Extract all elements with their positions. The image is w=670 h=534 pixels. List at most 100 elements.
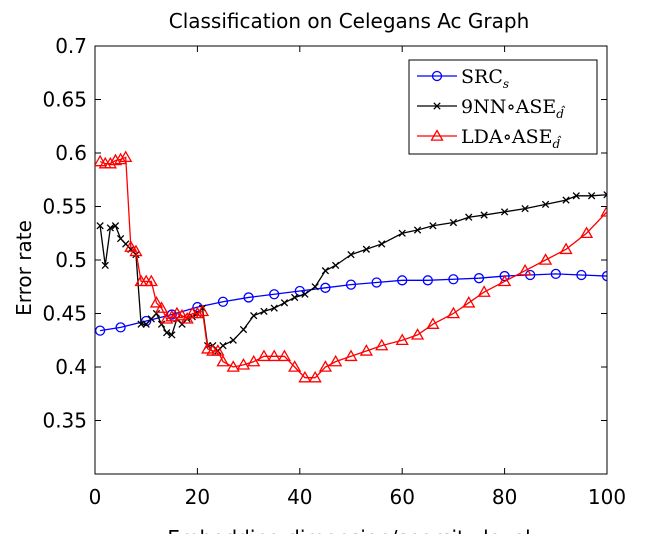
data-point	[226, 360, 240, 372]
data-point	[500, 208, 509, 216]
data-point	[291, 293, 299, 302]
data-point	[160, 312, 174, 324]
y-tick-label: 0.4	[55, 355, 87, 379]
data-point	[410, 328, 425, 340]
data-point	[277, 349, 292, 362]
data-point	[375, 338, 389, 351]
data-point	[113, 152, 128, 165]
data-point	[433, 102, 441, 110]
data-point	[201, 341, 215, 354]
series	[95, 150, 607, 383]
data-point	[311, 283, 319, 291]
data-point	[211, 344, 225, 356]
data-point	[430, 129, 444, 141]
data-point	[473, 273, 485, 284]
data-point	[96, 222, 104, 230]
series-layer	[95, 150, 607, 383]
data-point	[95, 325, 106, 336]
x-tick-label: 100	[588, 485, 626, 509]
x-tick-label: 0	[89, 485, 102, 509]
x-tick-label: 80	[492, 485, 517, 509]
data-point	[413, 226, 422, 234]
legend-label: LDA∘ASEd̂	[461, 126, 562, 151]
data-point	[359, 344, 373, 356]
data-point	[308, 370, 322, 383]
x-tick-label: 20	[185, 485, 210, 509]
data-point	[579, 226, 594, 239]
data-point	[480, 211, 488, 219]
data-point	[257, 349, 271, 362]
data-point	[600, 205, 607, 217]
data-point	[321, 267, 330, 275]
data-point	[422, 275, 433, 286]
y-tick-label: 0.7	[55, 34, 87, 58]
x-axis-label: Embedding dimension/sparsity level	[167, 526, 530, 534]
data-point	[345, 279, 357, 290]
data-point	[344, 349, 358, 362]
data-point	[190, 306, 205, 319]
data-point	[538, 253, 553, 265]
data-point	[217, 296, 229, 307]
data-point	[119, 150, 133, 163]
y-tick-label: 0.6	[55, 141, 87, 165]
y-axis-label: Error rate	[12, 220, 36, 316]
data-point	[247, 354, 261, 367]
y-tick-label: 0.45	[42, 302, 87, 326]
data-point	[141, 315, 152, 327]
legend: SRCs 9NN∘ASEd̂ LDA∘ASEd̂	[408, 59, 598, 155]
data-point	[497, 274, 512, 287]
data-point	[243, 292, 254, 303]
data-point	[518, 263, 532, 276]
data-point	[559, 242, 573, 255]
data-point	[154, 301, 169, 313]
data-point	[101, 261, 109, 270]
data-point	[329, 354, 343, 367]
data-point	[267, 349, 281, 362]
data-point	[239, 325, 248, 334]
legend-subscript: s	[503, 77, 509, 91]
data-point	[103, 156, 117, 169]
data-point	[347, 250, 355, 259]
legend-subscript: d̂	[553, 134, 563, 151]
data-point	[362, 245, 371, 253]
data-point	[280, 299, 289, 307]
data-point	[449, 218, 458, 227]
data-point	[301, 290, 309, 298]
series-line	[99, 194, 607, 352]
legend-entry: LDA∘ASEd̂	[417, 126, 562, 151]
data-point	[236, 358, 251, 370]
x-tick-label: 60	[389, 485, 414, 509]
data-point	[398, 229, 406, 237]
data-point	[448, 274, 459, 285]
legend-label: 9NN∘ASEd̂	[461, 96, 566, 121]
data-point	[429, 222, 437, 230]
data-point	[378, 240, 386, 248]
data-point	[331, 261, 340, 270]
y-tick-label: 0.35	[42, 409, 87, 433]
data-point	[149, 295, 164, 308]
data-point	[124, 240, 138, 252]
data-point	[426, 317, 440, 329]
axes-layer: 0 20 40 60 80 100 0.35 0.4 0.45 0.5 0.55 0.6 0.65 0.7	[42, 34, 626, 509]
data-point	[260, 307, 268, 316]
data-point	[462, 295, 476, 308]
data-point	[157, 320, 166, 328]
data-point	[587, 192, 596, 200]
legend-entry: SRCs	[417, 66, 509, 91]
data-point	[320, 282, 331, 293]
data-point	[446, 306, 461, 319]
data-point	[111, 222, 120, 230]
legend-entry: 9NN∘ASEd̂	[417, 96, 566, 121]
y-tick-label: 0.65	[42, 88, 87, 112]
data-point	[395, 333, 409, 346]
data-point	[216, 354, 230, 367]
data-point	[115, 322, 126, 333]
data-point	[603, 191, 607, 199]
data-point	[229, 336, 237, 344]
data-point	[465, 213, 473, 221]
data-point	[108, 153, 123, 166]
data-point	[541, 200, 550, 209]
data-point	[318, 360, 333, 372]
legend-subscript: d̂	[556, 104, 566, 121]
